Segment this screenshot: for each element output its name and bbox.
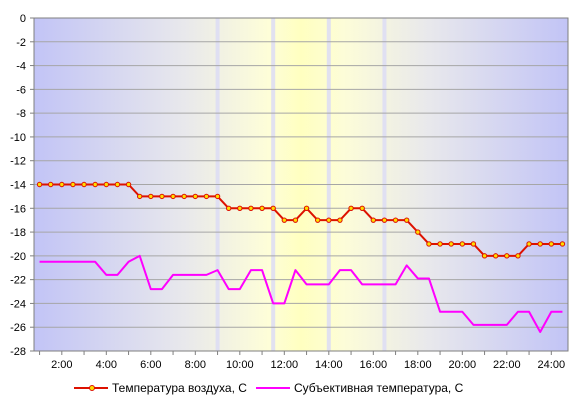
x-tick-label: 16:00 [360,359,388,371]
series-1-point [92,181,98,188]
series-1-point [248,205,254,211]
series-1-point [125,181,132,188]
y-tick-label: -16 [10,203,26,215]
series-1-point [270,205,276,211]
series-1-point [170,193,176,200]
series-1-point [348,205,354,211]
series-1-point [237,205,243,211]
series-1-point [537,241,543,247]
series-1-point [504,253,510,259]
legend-label-subjective-temperature: Субъективная температура, С [294,381,464,395]
x-tick-label: 10:00 [226,359,254,371]
series-1-point [403,217,410,223]
y-tick-label: -26 [10,322,26,334]
x-axis-ticks: 2:00 4:00 6:00 8:00 10:00 12:00 14:00 16:00 18:0… [39,351,566,371]
y-tick-label: -22 [10,275,26,287]
series-1-point [426,241,432,247]
series-1-point [148,193,154,200]
series-1-point [225,205,232,211]
x-tick-label: 6:00 [140,359,161,371]
y-tick-label: 0 [20,13,26,25]
series-1-point [103,181,110,188]
x-tick-label: 8:00 [185,359,206,371]
series-1-point [481,253,488,259]
series-1-point [114,181,121,188]
series-1-point [303,205,310,211]
series-layer [36,181,566,333]
series-1-point [259,205,265,211]
series-1-point [292,217,299,223]
x-tick-label: 12:00 [271,359,299,371]
series-1-point [159,193,165,200]
series-1-point [548,241,555,247]
series-1-point [314,217,321,223]
y-axis-ticks: 0 -2 -4 -6 -8 -10 -12 -14 -16 -18 -20 -22 -24 -26 -28 [10,13,34,358]
series-1-point [415,229,421,235]
series-1-point [36,181,43,188]
x-tick-label: 20:00 [449,359,477,371]
y-tick-label: -18 [10,227,26,239]
y-tick-label: -14 [10,180,26,192]
y-tick-label: -24 [10,298,26,310]
series-1-point [70,181,76,188]
series-1-point [526,241,532,247]
grid-lines [34,41,568,328]
legend-swatch-air-temperature [74,382,108,394]
y-tick-label: -10 [10,132,26,144]
line-chart: 0-2-4-6-8-10-12-14-16-18-20-22-24-26-28 … [10,13,569,371]
series-1-point [59,181,65,188]
x-tick-label: 2:00 [51,359,72,371]
series-1-point [470,241,477,247]
series-1-point [337,217,343,223]
legend-item-air-temperature: Температура воздуха, С [74,381,247,395]
series-1-point [136,193,143,200]
legend-item-subjective-temperature: Субъективная температура, С [256,381,463,395]
plot-frame [33,17,569,352]
x-tick-label: 14:00 [315,359,343,371]
series-1-point [381,217,388,223]
series-1-point [214,193,221,200]
y-tick-label: -28 [10,346,26,358]
series-1-point [203,193,210,200]
y-tick-label: -6 [16,84,26,96]
x-tick-label: 22:00 [493,359,521,371]
y-tick-label: -20 [10,251,26,263]
legend: Температура воздуха, С Субъективная темп… [0,378,578,400]
series-1-point [326,217,332,223]
series-1-point [370,217,377,223]
series-1-point [81,181,87,188]
legend-label-air-temperature: Температура воздуха, С [112,381,247,395]
series-1-point [492,253,499,259]
series-1-point [192,193,199,200]
series-1-point [459,241,466,247]
series-1-point [281,217,288,223]
x-tick-label: 18:00 [404,359,432,371]
series-1-point [448,241,454,247]
series-1-point [437,241,443,247]
y-tick-label: -2 [16,37,26,49]
y-tick-label: -8 [16,108,26,120]
x-tick-label: 4:00 [96,359,117,371]
series-1-point [515,253,521,259]
x-tick-label: 24:00 [538,359,566,371]
y-tick-label: -12 [10,156,26,168]
series-1-point [359,205,365,211]
series-1-point [559,241,566,247]
series-1-point [47,181,54,188]
y-tick-label: -4 [16,61,26,73]
series-line-2 [39,254,563,333]
series-1-point [181,193,187,200]
series-1-point [392,217,399,223]
legend-swatch-subjective-temperature [256,382,290,394]
